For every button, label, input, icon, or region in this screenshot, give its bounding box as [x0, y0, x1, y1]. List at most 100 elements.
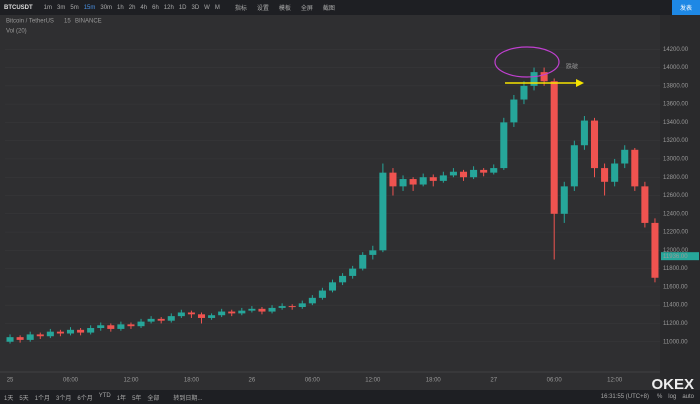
range-button[interactable]: 5天: [19, 395, 29, 402]
clock: 16:31:55 (UTC+8): [600, 394, 649, 400]
range-button[interactable]: 6个月: [77, 395, 93, 402]
range-button[interactable]: YTD: [98, 392, 111, 399]
range-button[interactable]: 5年: [132, 395, 142, 402]
legend-symbol: Bitcoin / TetherUS: [6, 19, 54, 25]
candle-body: [56, 331, 64, 334]
chart-bg: [0, 15, 700, 390]
candle-body: [580, 120, 588, 146]
interval-button[interactable]: W: [204, 4, 210, 11]
watermark: OKEX: [651, 376, 694, 393]
publish-button[interactable]: 发表: [672, 0, 700, 15]
interval-button[interactable]: 1D: [178, 4, 187, 11]
candle-body: [87, 328, 95, 333]
x-tick-label: 12:00: [607, 378, 623, 384]
tool-button[interactable]: 截图: [322, 6, 335, 12]
candle-body: [66, 329, 75, 334]
candle-body: [157, 318, 165, 321]
scale-options: % log auto: [657, 394, 694, 400]
candle-body: [177, 312, 185, 317]
interval-button[interactable]: 1h: [117, 4, 124, 11]
candle-body: [248, 308, 256, 311]
candle-body: [6, 337, 14, 342]
range-button[interactable]: 1天: [4, 395, 14, 402]
intervals: 1m 3m 5m 15m 30m 1h 2h 4h 6h 12h 1D 3D W M: [44, 5, 220, 11]
candle-body: [500, 122, 508, 169]
candle-body: [147, 318, 155, 322]
tool-button[interactable]: 全屏: [300, 6, 313, 12]
x-tick-label: 18:00: [426, 378, 442, 384]
candle-body: [238, 310, 246, 314]
scale-option[interactable]: log: [668, 394, 677, 400]
candle-body: [470, 169, 478, 178]
tool-button[interactable]: 指标: [234, 6, 247, 12]
y-tick-label: 14200.00: [663, 47, 689, 53]
interval-button[interactable]: 1m: [43, 4, 53, 11]
interval-button[interactable]: M: [214, 4, 220, 11]
price-axis-bg: [660, 15, 700, 390]
y-tick-label: 11400.00: [663, 303, 688, 309]
interval-button[interactable]: 2h: [128, 4, 136, 11]
y-tick-label: 13400.00: [663, 120, 689, 126]
interval-button[interactable]: 12h: [163, 4, 174, 11]
range-button[interactable]: 1个月: [34, 395, 51, 402]
candle-body: [459, 171, 468, 178]
candle-body: [16, 337, 24, 340]
candle-body: [97, 325, 105, 329]
candle-body: [228, 311, 236, 314]
tool-button[interactable]: 设置: [256, 6, 269, 12]
candle-body: [419, 177, 427, 185]
candle-body: [359, 254, 367, 269]
candle-body: [490, 168, 498, 173]
interval-button[interactable]: 30m: [100, 4, 113, 11]
ranges: 1天 5天 1个月 3个月 6个月 YTD 1年 5年 全部: [4, 393, 159, 402]
candle-body: [278, 306, 286, 308]
candle-body: [308, 297, 316, 304]
y-tick-label: 13600.00: [663, 102, 689, 108]
candle-body: [117, 324, 125, 329]
candle-body: [480, 169, 488, 173]
candle-body: [520, 85, 528, 100]
candle-body: [601, 168, 609, 182]
interval-button[interactable]: 6h: [152, 4, 159, 11]
range-button[interactable]: 全部: [147, 395, 160, 402]
candle-body: [36, 334, 44, 337]
interval-button[interactable]: 3m: [57, 4, 66, 11]
candle-body: [560, 186, 568, 214]
candle-body: [631, 149, 639, 187]
x-tick-label: 27: [490, 378, 497, 384]
y-tick-label: 13000.00: [663, 157, 689, 163]
candle-body: [651, 222, 659, 278]
scale-option[interactable]: %: [656, 394, 663, 400]
scale-option[interactable]: auto: [682, 394, 694, 400]
highlight-ellipse: [494, 46, 560, 78]
candle-body: [570, 145, 578, 187]
legend-interval: 15: [64, 19, 71, 25]
candle-body: [399, 179, 407, 187]
interval-button[interactable]: 4h: [140, 4, 148, 11]
candle-body: [137, 321, 145, 327]
bottom-right: 16:31:55 (UTC+8) % log auto: [601, 394, 694, 400]
candle-body: [339, 275, 347, 283]
symbol[interactable]: BTCUSDT: [4, 4, 33, 11]
tools: 指标 设置 模板 全屏 截图: [235, 3, 335, 12]
tool-button[interactable]: 模板: [278, 6, 291, 12]
interval-button[interactable]: 3D: [191, 4, 200, 11]
candle-body: [389, 172, 397, 187]
goto-date[interactable]: 转到日期...: [173, 395, 203, 402]
candle-body: [379, 172, 387, 251]
candle-body: [268, 307, 276, 312]
chart: Bitcoin / TetherUS 15 BINANCE Vol (20) 1…: [0, 15, 700, 390]
candle-body: [197, 314, 206, 318]
range-button[interactable]: 1年: [116, 395, 127, 402]
candle-body: [318, 290, 326, 298]
legend-exchange: BINANCE: [75, 19, 102, 25]
interval-button[interactable]: 15m: [83, 4, 96, 11]
x-tick-label: 12:00: [123, 378, 139, 384]
range-button[interactable]: 3个月: [56, 395, 72, 402]
x-tick-label: 25: [7, 378, 14, 384]
candle-body: [288, 306, 296, 308]
annotation: 跌破: [566, 63, 578, 71]
interval-button[interactable]: 5m: [70, 4, 79, 11]
candle-body: [621, 149, 629, 164]
